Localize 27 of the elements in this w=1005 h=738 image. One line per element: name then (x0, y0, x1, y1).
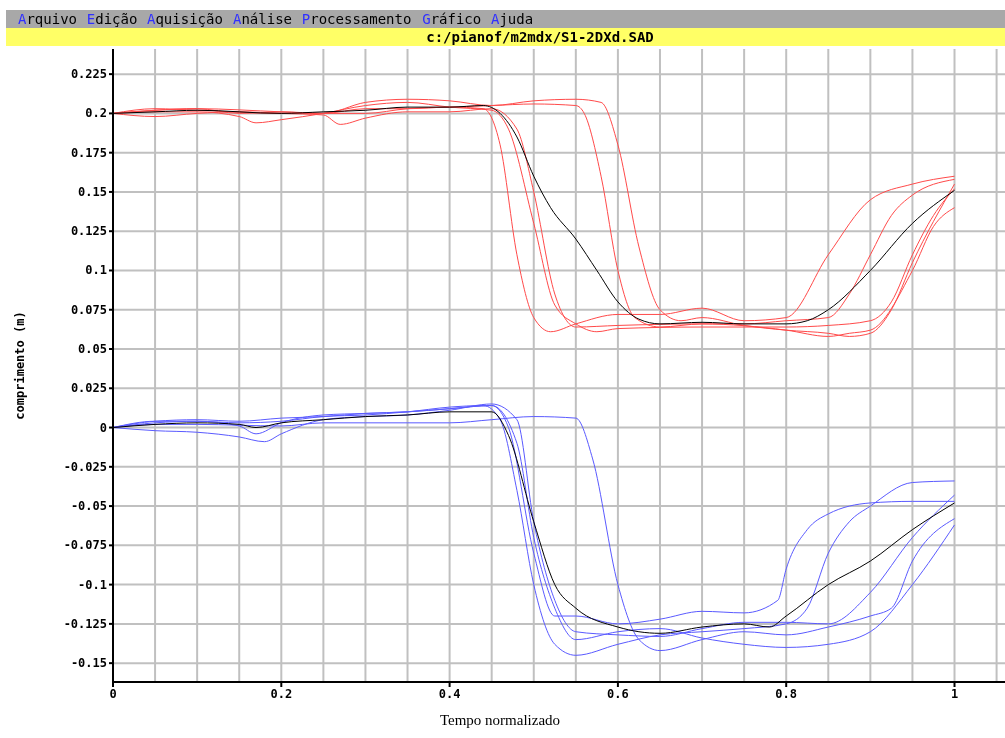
y-tick-label: -0.15 (70, 656, 107, 671)
y-tick-label: 0.05 (78, 342, 107, 357)
chart-title: c:/pianof/m2mdx/S1-2DXd.SAD (426, 29, 654, 45)
x-axis-title: Tempo normalizado (439, 712, 561, 728)
y-tick-label: 0.225 (70, 67, 107, 82)
x-tick-label: 0.4 (438, 687, 461, 701)
y-tick-label: 0.175 (70, 145, 107, 160)
y-axis-title: comprimento (m) (13, 311, 27, 420)
menu-bar: Arquivo Edição Aquisição Análise Processamento Gráfico Ajuda (6, 10, 1005, 28)
y-tick-label: 0.15 (78, 184, 107, 199)
x-tick-label: 1 (950, 687, 959, 701)
y-tick-label: -0.05 (70, 499, 107, 514)
y-tick-label: 0.1 (85, 263, 107, 278)
y-tick-label: 0.075 (70, 302, 107, 317)
y-tick-label: -0.125 (63, 616, 107, 631)
y-tick-label: -0.025 (63, 459, 107, 474)
title-bar: c:/pianof/m2mdx/S1-2DXd.SAD (6, 28, 1005, 46)
x-tick-label: 0.6 (607, 687, 629, 701)
x-tick-label: 0 (109, 687, 117, 701)
y-tick-label: 0.025 (70, 381, 107, 396)
y-tick-label: 0.125 (70, 224, 107, 239)
y-tick-label: 0.2 (85, 106, 107, 121)
y-tick-label: -0.1 (78, 577, 107, 592)
y-tick-label: -0.075 (63, 538, 107, 553)
x-tick-label: 0.2 (270, 687, 293, 701)
x-tick-label: 0.8 (775, 687, 798, 701)
y-tick-label: 0 (99, 420, 107, 435)
